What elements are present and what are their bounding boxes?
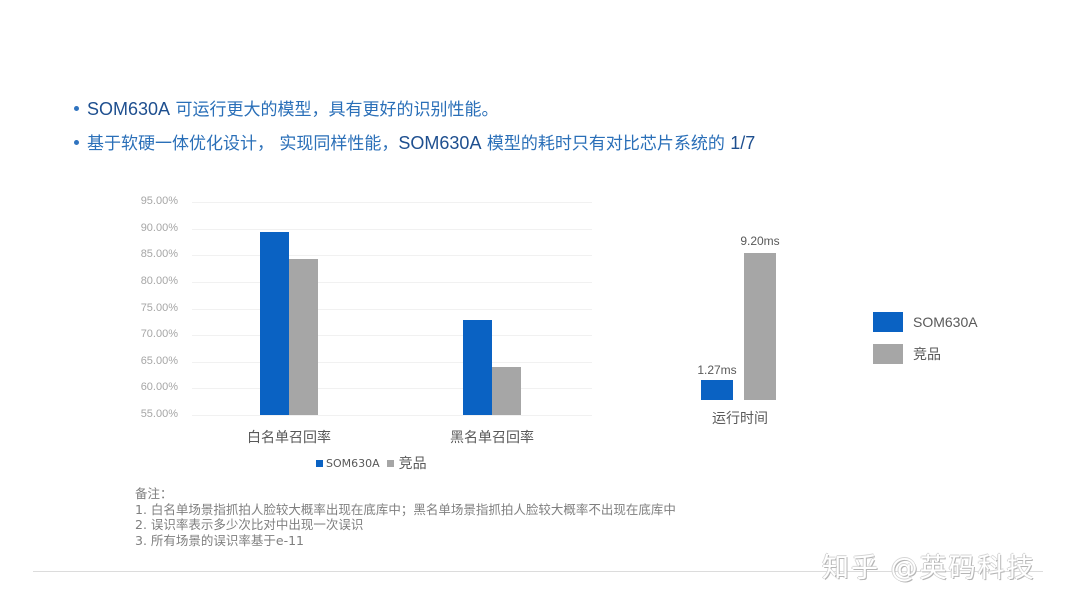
runtime-chart-legend: SOM630A 竞品	[873, 306, 978, 370]
legend-label-som630a: SOM630A	[326, 456, 380, 470]
legend-swatch-competitor	[386, 459, 394, 467]
bullet-2: 基于软硬一体优化设计， 实现同样性能，SOM630A 模型的耗时只有对比芯片系统…	[74, 130, 755, 164]
footnote-item: 2. 误识率表示多少次比对中出现一次误识	[135, 517, 364, 532]
bottom-divider	[33, 571, 1043, 572]
bullet-1-text: 可运行更大的模型，具有更好的识别性能。	[170, 100, 499, 120]
legend-row-som630a: SOM630A	[873, 306, 978, 338]
bullet-2-suffix: 模型的耗时只有对比芯片系统的	[481, 134, 731, 154]
legend-label-som630a: SOM630A	[913, 314, 978, 330]
runtime-value-competitor: 9.20ms	[740, 234, 780, 248]
gridline	[192, 309, 592, 310]
y-axis-tick-label: 90.00%	[140, 221, 178, 234]
y-axis-tick-label: 55.00%	[140, 408, 178, 420]
gridline	[192, 335, 592, 336]
legend-swatch-som630a	[873, 312, 903, 332]
bullet-1: SOM630A 可运行更大的模型，具有更好的识别性能。	[74, 96, 755, 130]
gridline	[192, 255, 592, 256]
runtime-bar-competitor	[744, 253, 776, 400]
legend-label-competitor: 竞品	[913, 346, 941, 362]
legend-row-competitor: 竞品	[873, 338, 978, 370]
recall-chart-legend: SOM630A 竞品	[316, 453, 427, 473]
gridline	[192, 415, 592, 416]
footnotes: 备注： 1. 白名单场景指抓拍人脸较大概率出现在底库中；黑名单场景指抓拍人脸较大…	[135, 486, 676, 548]
legend-label-competitor: 竞品	[398, 456, 427, 472]
bullet-2-highlight: SOM630A	[398, 133, 482, 153]
y-axis-tick-label: 95.00%	[140, 195, 178, 207]
bullet-1-highlight: SOM630A	[87, 99, 171, 119]
bullet-dot-icon	[74, 105, 79, 111]
bar-competitor	[289, 258, 318, 415]
gridline	[192, 229, 592, 230]
legend-swatch-som630a	[316, 459, 323, 467]
runtime-value-som630a: 1.27ms	[697, 363, 737, 377]
legend-swatch-competitor	[873, 344, 903, 364]
y-axis-tick-label: 65.00%	[140, 354, 178, 367]
runtime-category-label: 运行时间	[712, 411, 768, 427]
footnote-item: 1. 白名单场景指抓拍人脸较大概率出现在底库中；黑名单场景指抓拍人脸较大概率不出…	[135, 501, 676, 517]
gridline	[192, 362, 592, 363]
y-axis-tick-label: 85.00%	[140, 248, 178, 261]
gridline	[192, 388, 592, 389]
runtime-bar-som630a	[701, 380, 733, 400]
bullet-2-ratio: 1/7	[730, 133, 756, 153]
x-axis-category-label: 黑名单召回率	[450, 430, 534, 446]
bullet-dot-icon	[74, 139, 79, 145]
bullet-list: SOM630A 可运行更大的模型，具有更好的识别性能。 基于软硬一体优化设计， …	[74, 96, 755, 164]
y-axis-tick-label: 60.00%	[140, 381, 178, 394]
y-axis-tick-label: 80.00%	[140, 274, 178, 287]
bar-som630a	[463, 320, 492, 415]
footnotes-title: 备注：	[135, 486, 173, 501]
bullet-2-text: 基于软硬一体优化设计， 实现同样性能，	[87, 134, 399, 154]
y-axis-tick-label: 75.00%	[140, 301, 178, 314]
bar-som630a	[260, 232, 289, 415]
gridline	[192, 202, 592, 203]
watermark: 知乎 @英码科技	[822, 553, 1036, 584]
bar-competitor	[492, 367, 521, 415]
y-axis-tick-label: 70.00%	[140, 328, 178, 341]
x-axis-category-label: 白名单召回率	[247, 430, 331, 446]
footnote-item: 3. 所有场景的误识率基于e-11	[135, 532, 305, 548]
gridline	[192, 282, 592, 283]
